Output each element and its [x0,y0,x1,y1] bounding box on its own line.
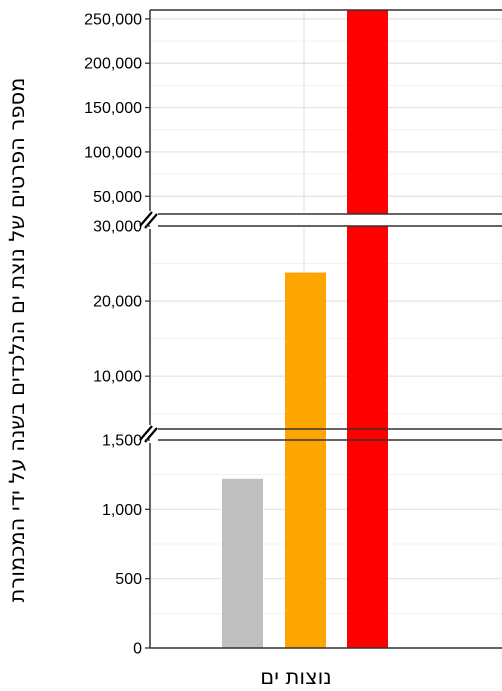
y-tick-label: 30,000 [93,219,142,236]
axis-break-gap [138,211,158,229]
y-tick-label: 1,500 [102,433,142,450]
bar-series-1-part-1 [222,478,263,648]
panel-borders [138,9,502,649]
y-tick-label: 20,000 [93,294,142,311]
bars [222,10,388,648]
axis-break-gap [138,425,158,443]
y-tick-label: 1,000 [102,502,142,519]
bar-series-3-part-3 [347,10,388,214]
bar-series-2-part-1 [285,440,326,648]
y-tick-label: 0 [133,641,142,658]
y-tick-label: 100,000 [84,144,142,161]
y-tick-label: 250,000 [84,11,142,28]
x-axis-title: נוצות ים [260,665,331,689]
axis-break-mark [139,425,153,441]
bar-series-3-part-2 [347,226,388,440]
y-tick-label: 10,000 [93,369,142,386]
bar-series-2-part-2 [285,272,326,440]
y-tick-label: 200,000 [84,56,142,73]
axis-break-mark [139,211,153,227]
y-tick-label: 500 [115,571,142,588]
bar-series-3-part-1 [347,440,388,648]
y-tick-label: 150,000 [84,100,142,117]
y-tick-labels: 0 500 1,000 1,500 10,000 20,000 30,000 50,000 10… [84,11,150,658]
y-tick-label: 50,000 [93,189,142,206]
y-axis-title: מספר הפרטים של נוצת ים הנלכדים בשנה על י… [5,78,29,603]
